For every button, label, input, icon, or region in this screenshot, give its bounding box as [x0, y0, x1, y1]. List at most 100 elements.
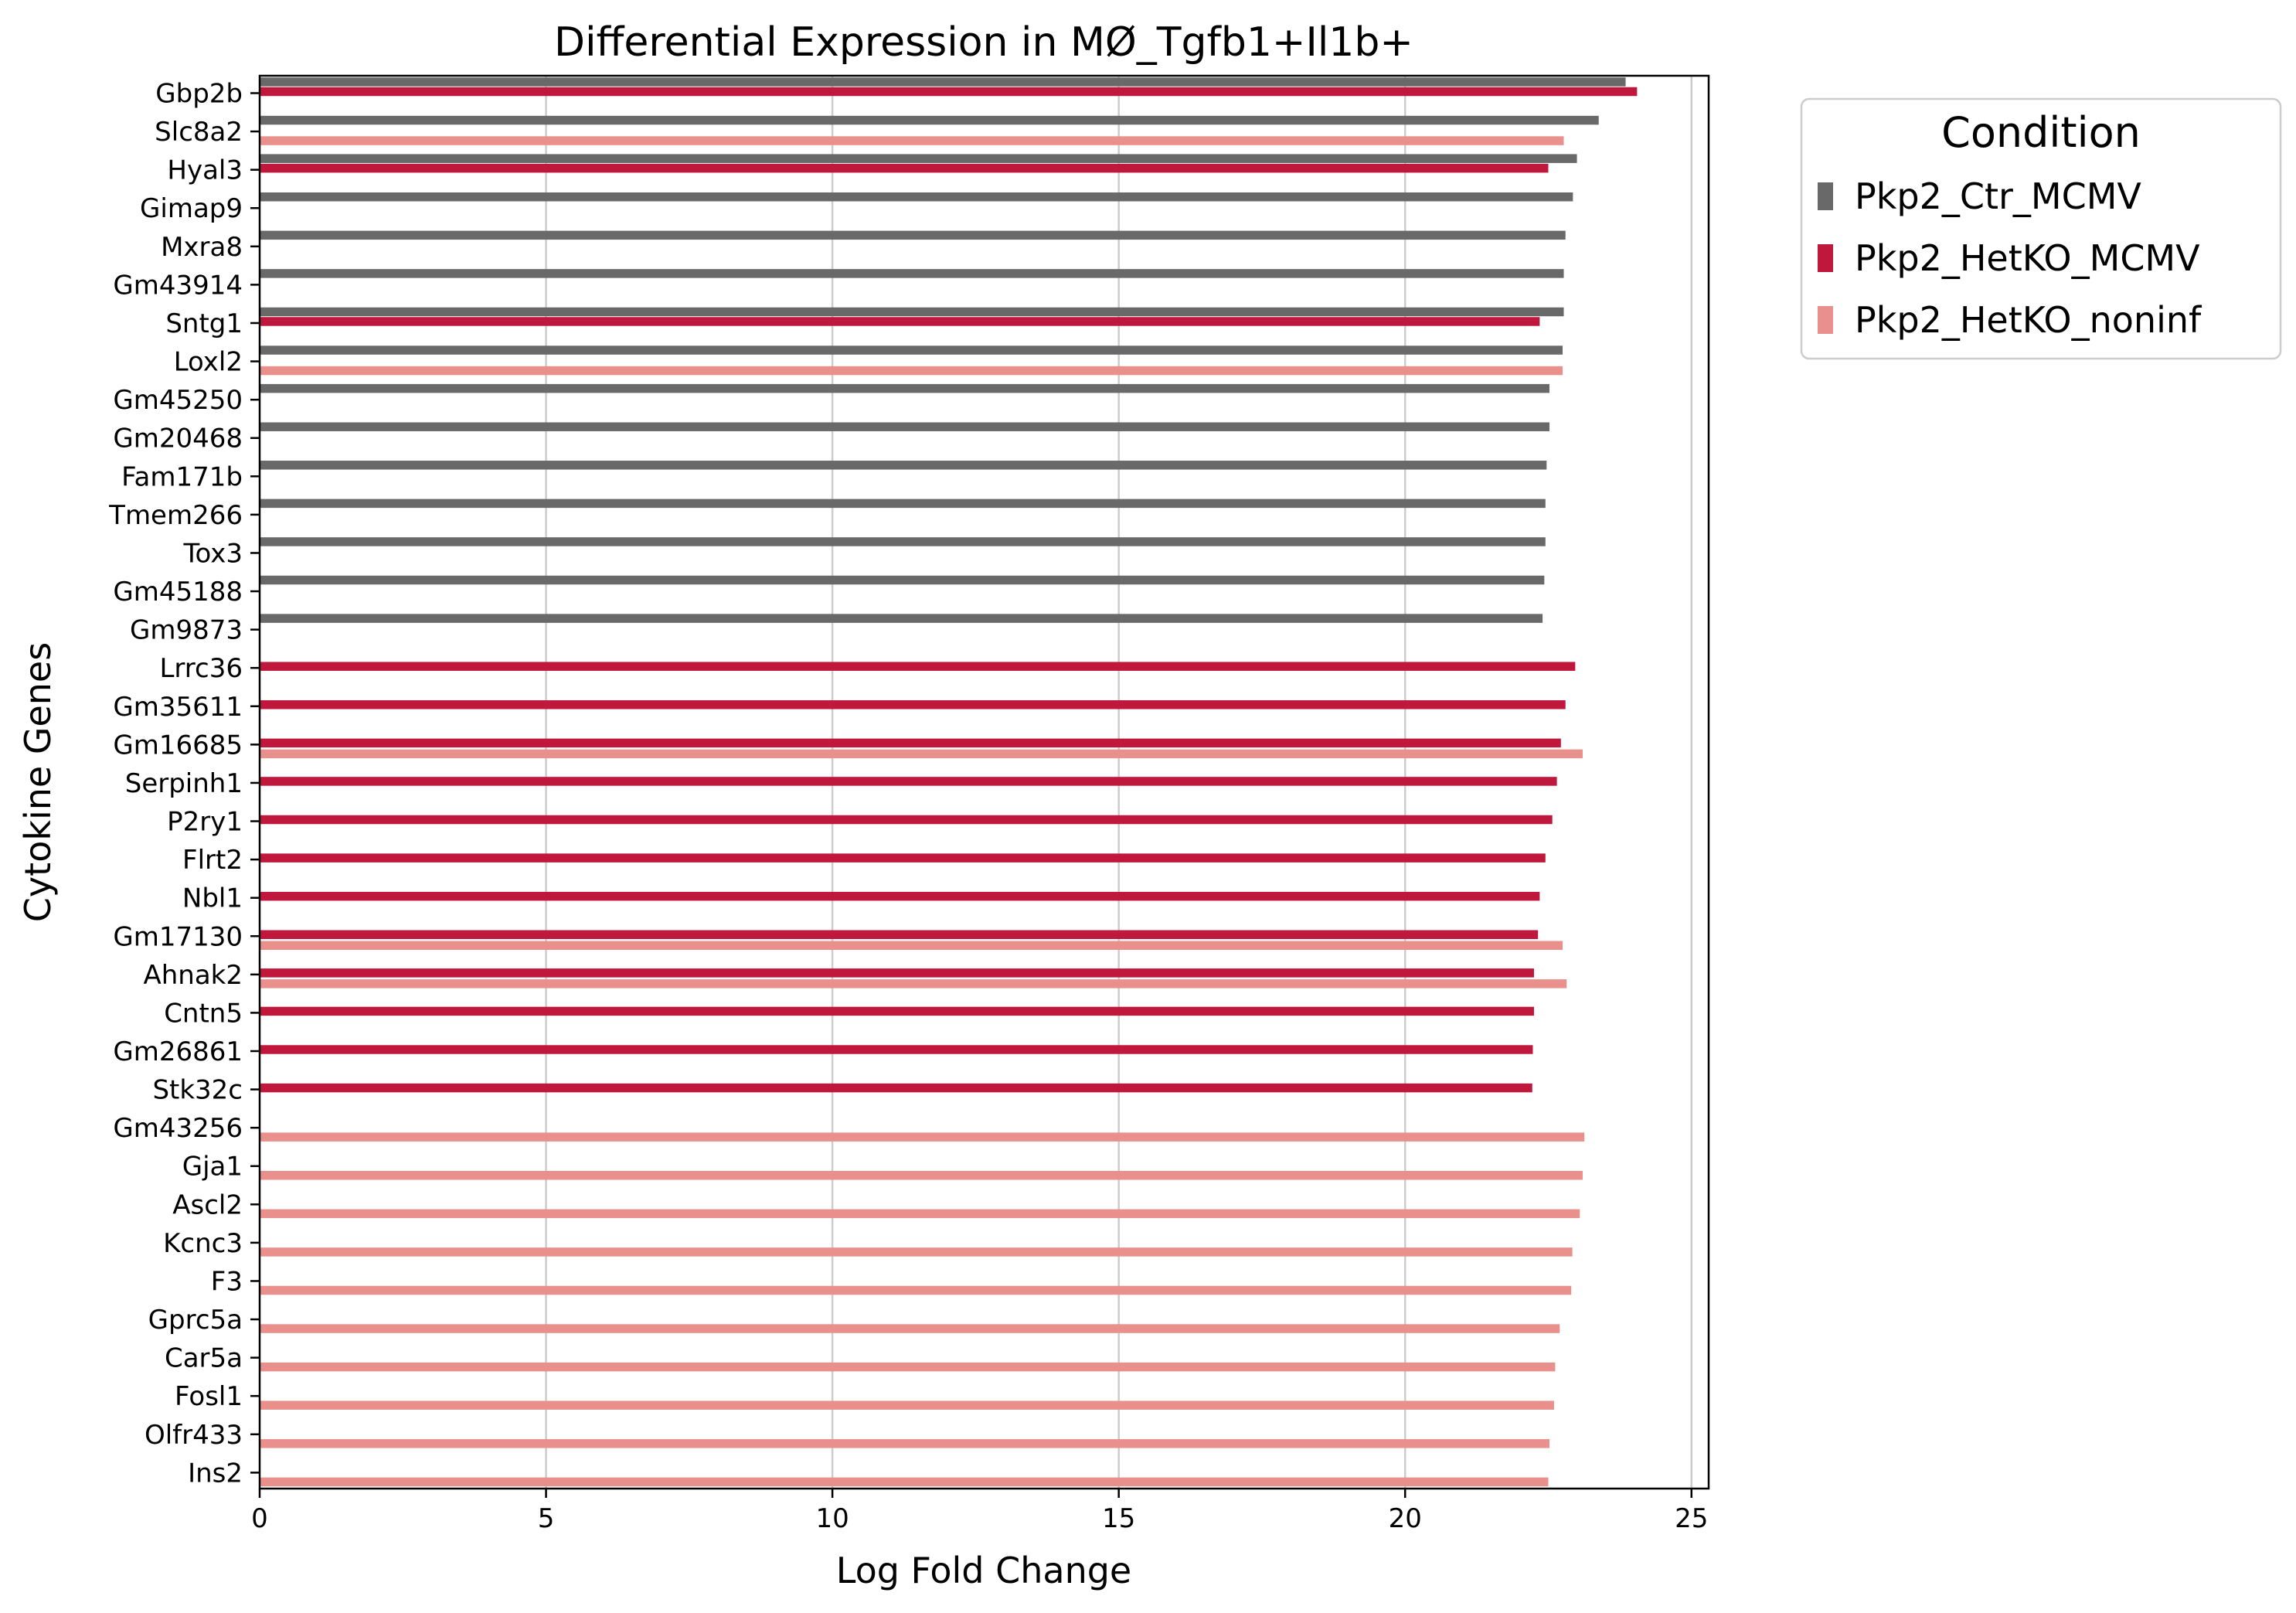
bar — [260, 575, 1545, 585]
bar — [260, 317, 1540, 326]
bar — [260, 537, 1546, 546]
y-tick-label: F3 — [211, 1266, 243, 1297]
y-tick-label: Loxl2 — [174, 347, 243, 378]
x-tick-label: 15 — [1102, 1503, 1135, 1534]
bar — [260, 891, 1540, 901]
bar — [260, 1170, 1583, 1180]
y-tick-label: Gm43256 — [113, 1113, 243, 1144]
legend-box — [1800, 97, 2282, 360]
y-tick-label: Sntg1 — [165, 308, 243, 339]
y-tick-label: Serpinh1 — [125, 768, 243, 799]
bar — [260, 1006, 1534, 1016]
x-tick-label: 20 — [1389, 1503, 1422, 1534]
y-tick-label: Gimap9 — [140, 193, 243, 224]
bar — [260, 163, 1549, 173]
y-tick-label: Kcnc3 — [163, 1228, 243, 1259]
y-tick-label: Gm20468 — [113, 424, 243, 454]
y-tick-label: Stk32c — [152, 1075, 243, 1106]
bar — [260, 1477, 1549, 1487]
bar — [260, 738, 1561, 748]
x-tick-label: 5 — [538, 1503, 555, 1534]
bar — [260, 979, 1567, 989]
bar — [260, 1083, 1532, 1093]
y-tick-label: Gm35611 — [113, 692, 243, 723]
y-tick-label: Gm43914 — [113, 270, 243, 301]
x-axis-label: Log Fold Change — [836, 1550, 1131, 1591]
bar — [260, 230, 1566, 240]
y-tick-label: Lrrc36 — [159, 653, 243, 684]
legend-items: Pkp2_Ctr_MCMV Pkp2_HetKO_MCMV Pkp2_HetKO_n… — [1818, 175, 2202, 341]
y-tick-label: Tmem266 — [108, 500, 243, 531]
legend-swatch — [1818, 306, 1833, 334]
legend-swatch — [1818, 182, 1833, 210]
legend-label: Pkp2_HetKO_noninf — [1855, 299, 2202, 341]
bar — [260, 1045, 1533, 1054]
y-tick-label: Gm9873 — [130, 615, 243, 646]
y-axis-label: Cytokine Genes — [17, 642, 59, 922]
bar — [260, 1209, 1580, 1219]
bar — [260, 1132, 1585, 1142]
bar — [260, 136, 1564, 145]
legend-label: Pkp2_Ctr_MCMV — [1855, 175, 2141, 217]
legend-label: Pkp2_HetKO_MCMV — [1855, 237, 2200, 279]
bar — [260, 853, 1546, 863]
y-tick-label: Gbp2b — [155, 79, 243, 110]
bar — [260, 154, 1577, 163]
bar — [260, 815, 1553, 825]
bar — [260, 269, 1564, 278]
bar — [260, 87, 1638, 97]
bar — [260, 1324, 1560, 1333]
bar — [260, 662, 1576, 671]
y-tick-label: Cntn5 — [164, 998, 243, 1029]
bar — [260, 1400, 1554, 1410]
y-tick-label: Gm45250 — [113, 385, 243, 416]
y-tick-label: Gm16685 — [113, 730, 243, 761]
x-tick-label: 0 — [251, 1503, 268, 1534]
y-tick-label: Slc8a2 — [155, 117, 243, 148]
y-tick-label: Fam171b — [121, 461, 243, 492]
bar — [260, 422, 1549, 431]
bar — [260, 700, 1566, 710]
y-tick-label: Nbl1 — [182, 883, 243, 914]
y-tick-label: Tox3 — [183, 538, 243, 569]
bar — [260, 307, 1564, 317]
bar — [260, 614, 1543, 623]
bar — [260, 383, 1549, 393]
legend-swatch — [1818, 244, 1833, 272]
y-tick-label: Gm45188 — [113, 577, 243, 607]
y-tick-label: P2ry1 — [167, 807, 243, 838]
y-tick-label: Ascl2 — [172, 1189, 243, 1220]
bar — [260, 930, 1539, 940]
y-tick-label: Gm17130 — [113, 921, 243, 952]
y-tick-label: Ahnak2 — [143, 960, 243, 991]
bar — [260, 941, 1563, 951]
bar — [260, 749, 1583, 759]
bar — [260, 968, 1534, 978]
bar — [260, 499, 1546, 509]
y-tick-label: Mxra8 — [161, 232, 243, 263]
bar — [260, 1439, 1549, 1448]
y-tick-label: Gprc5a — [148, 1305, 243, 1336]
y-tick-label: Fosl1 — [175, 1381, 243, 1412]
bar — [260, 366, 1563, 376]
bar — [260, 461, 1547, 470]
y-axis-ticks: Gbp2b Slc8a2 Hyal3 Gimap9 Mxra8 Gm43914 Sntg1 L… — [108, 79, 260, 1489]
y-tick-label: Gja1 — [182, 1152, 243, 1183]
legend: Condition Pkp2_Ctr_MCMVPkp2_HetKO_MCMVPk… — [1800, 97, 2282, 360]
x-axis-ticks: 0 5 10 15 20 25 — [251, 1489, 1708, 1534]
bar — [260, 777, 1557, 786]
y-tick-label: Olfr433 — [145, 1420, 243, 1451]
bar — [260, 1285, 1572, 1295]
bar — [260, 345, 1563, 355]
bar — [260, 1362, 1556, 1372]
x-tick-label: 10 — [815, 1503, 849, 1534]
bars — [260, 77, 1638, 1487]
bar — [260, 1247, 1573, 1257]
y-tick-label: Hyal3 — [167, 155, 243, 186]
chart-title: Differential Expression in MØ_Tgfb1+Il1b… — [554, 19, 1413, 66]
y-tick-label: Flrt2 — [182, 845, 243, 876]
bar — [260, 77, 1626, 87]
bar — [260, 115, 1599, 125]
legend-title: Condition — [1941, 108, 2141, 157]
